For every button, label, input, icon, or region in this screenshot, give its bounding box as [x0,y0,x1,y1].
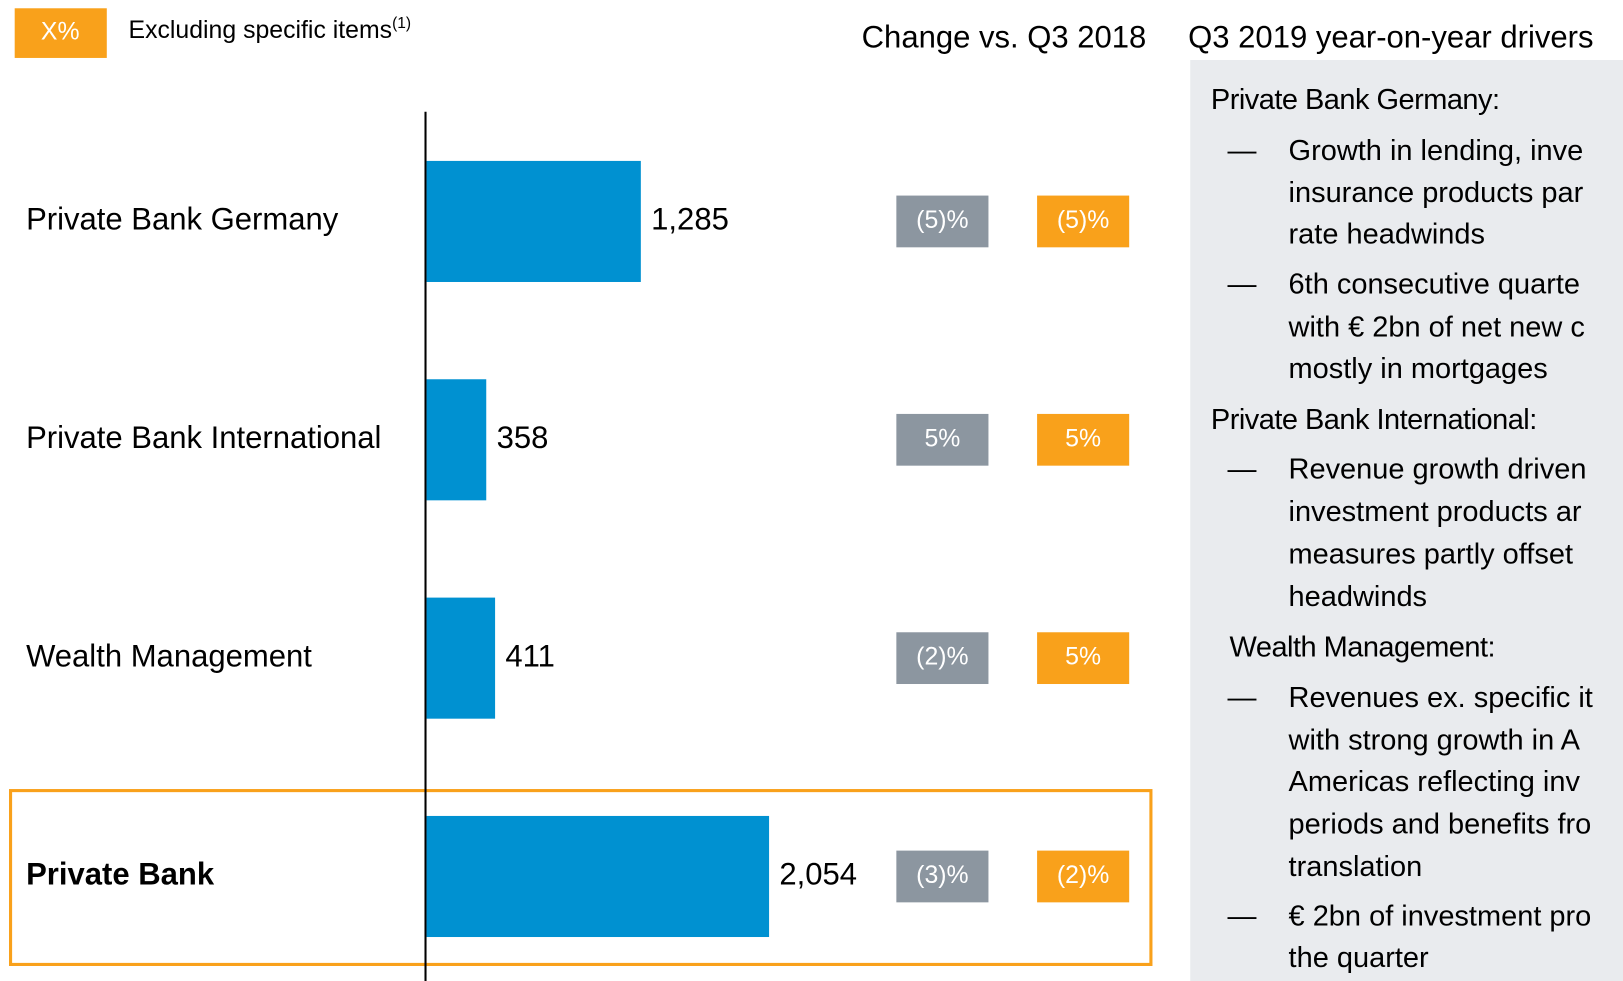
legend-text: Excluding specific items(1) [129,15,412,44]
bullet-line: periods and benefits fro [1289,808,1592,840]
category-label: Private Bank [26,857,215,892]
change-label: (5)% [916,207,968,234]
bullet-line: with strong growth in A [1288,725,1581,757]
change-box [896,632,989,685]
bullet-line: headwinds [1289,581,1428,613]
bullet-line: measures partly offset [1289,538,1573,570]
value-label: 358 [497,420,549,455]
change-label: 5% [1065,644,1101,671]
change-label: (2)% [916,644,968,671]
bullet-marker: — [1227,901,1256,933]
bullet-line: the quarter [1289,942,1429,974]
legend-label: Excluding specific items [129,17,393,44]
driver-heading: Private Bank International: [1211,404,1537,436]
drivers-panel [1190,60,1623,981]
change-box [1037,413,1130,466]
change-box [896,413,989,466]
change-label: (5)% [1057,207,1109,234]
bullet-line: Americas reflecting inv [1289,766,1581,798]
change-box [896,850,989,903]
change-box [896,195,989,248]
category-label: Wealth Management [26,638,312,673]
category-label: Private Bank Germany [26,202,339,237]
change-label: 5% [924,425,960,452]
change-box [1037,850,1130,903]
value-label: 2,054 [779,857,857,892]
bullet-line: translation [1289,851,1423,883]
legend-swatch [14,8,107,58]
change-title: Change vs. Q3 2018 [862,20,1147,55]
bullet-line: Revenues ex. specific it [1289,682,1593,714]
legend-swatch-label: X% [41,19,80,46]
driver-heading: Wealth Management: [1230,631,1496,663]
bullet-line: investment products ar [1289,496,1582,528]
change-label: 5% [1065,425,1101,452]
bullet-line: 6th consecutive quarte [1289,268,1580,300]
bullet-marker: — [1227,682,1256,714]
bullet-marker: — [1227,135,1256,167]
bar [426,160,641,282]
bullet-marker: — [1227,268,1256,300]
value-label: 411 [505,638,554,673]
bar [426,597,496,719]
change-label: (2)% [1057,862,1109,889]
bullet-line: € 2bn of investment pro [1289,901,1592,933]
bullet-marker: — [1227,453,1256,485]
bar [426,379,487,501]
change-label: (3)% [916,862,968,889]
bullet-line: Revenue growth driven [1289,453,1587,485]
driver-heading: Private Bank Germany: [1211,84,1500,116]
value-label: 1,285 [651,202,729,237]
legend-note: (1) [392,15,411,32]
bullet-line: Growth in lending, inve [1289,135,1584,167]
bar [426,815,770,938]
bullet-line: insurance products par [1289,177,1584,209]
change-box [1037,195,1130,248]
bullet-line: rate headwinds [1289,219,1485,251]
drivers-title: Q3 2019 year-on-year drivers [1188,20,1593,55]
bullet-line: with € 2bn of net new c [1288,312,1585,344]
category-label: Private Bank International [26,420,381,455]
change-box [1037,632,1130,685]
bullet-line: mostly in mortgages [1289,353,1548,385]
